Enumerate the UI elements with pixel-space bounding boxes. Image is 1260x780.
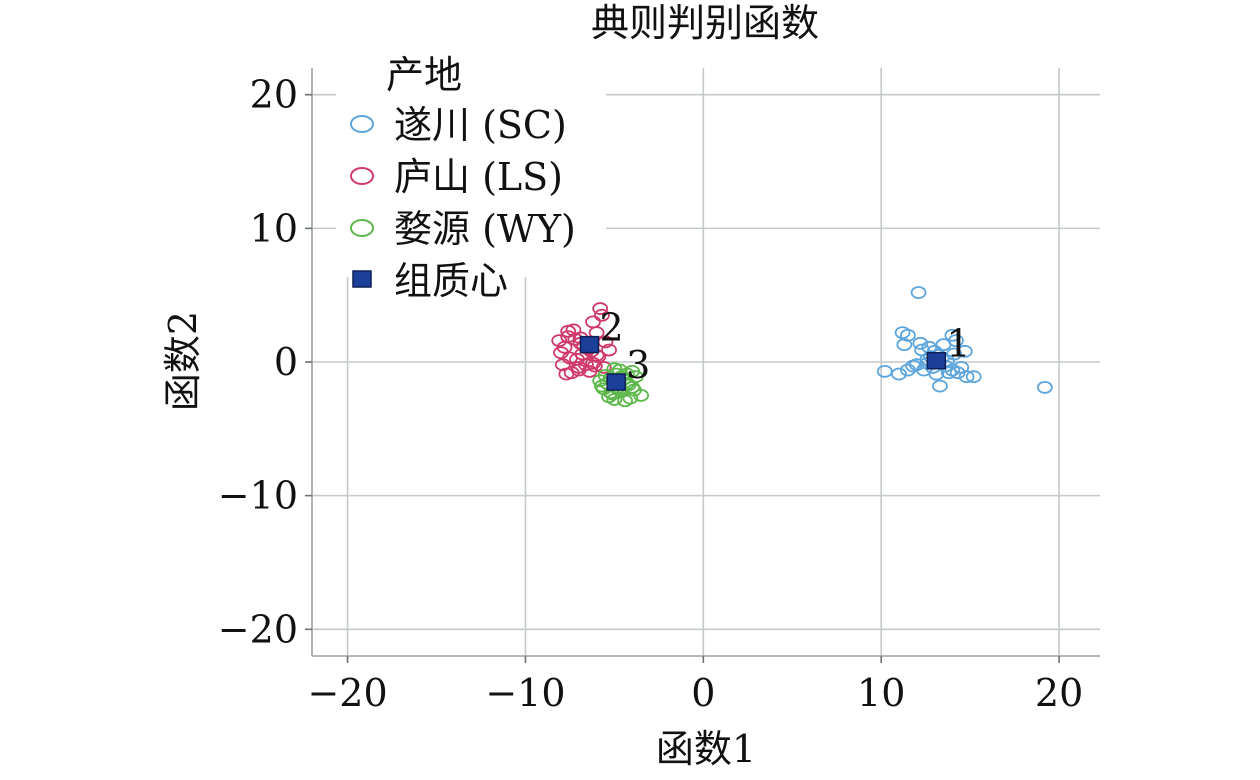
legend-entry: 组质心: [394, 259, 508, 303]
data-point: [876, 364, 893, 378]
data-point: [617, 394, 633, 408]
x-tick-label: −10: [485, 671, 565, 715]
data-point: [896, 338, 913, 352]
data-point: [914, 343, 931, 357]
data-point: [912, 336, 929, 350]
legend-background: [336, 52, 606, 277]
legend-entry: 遂川 (SC): [394, 103, 567, 147]
legend-marker: [350, 219, 374, 237]
data-point: [965, 370, 982, 384]
data-point: [594, 308, 610, 322]
legend: 产地 遂川 (SC) 庐山 (LS) 婺源 (WY) 组质心: [336, 52, 606, 303]
data-point: [585, 356, 601, 370]
x-tick-labels: −20 −10 0 10 20: [307, 671, 1083, 715]
y-tick-label: −10: [218, 474, 298, 518]
x-tick-label: 0: [691, 671, 715, 715]
centroid-markers: 1 23: [579, 306, 971, 391]
legend-entry: 庐山 (LS): [394, 155, 563, 199]
centroid-marker: [606, 373, 626, 391]
x-tick-label: 10: [857, 671, 905, 715]
data-point: [956, 344, 973, 358]
data-point: [940, 366, 957, 380]
y-tick-label: 10: [250, 206, 298, 250]
legend-marker: [352, 270, 372, 288]
chart-title: 典则判别函数: [591, 1, 819, 45]
centroid-marker: [926, 351, 947, 370]
y-tick-label: 20: [250, 73, 298, 117]
y-tick-label: −20: [218, 607, 298, 651]
legend-entry: 婺源 (WY): [394, 207, 576, 251]
y-tick-labels: −20 −10 0 10 20: [218, 73, 298, 652]
x-tick-label: −20: [307, 671, 387, 715]
data-point: [558, 367, 575, 381]
axes: [305, 68, 1100, 663]
data-point: [958, 370, 975, 384]
legend-marker: [350, 167, 374, 185]
data-point: [601, 343, 617, 357]
data-point: [570, 360, 587, 374]
centroid-label: 3: [626, 343, 650, 387]
y-axis-label: 函数2: [161, 311, 205, 411]
legend-items: 遂川 (SC) 庐山 (LS) 婺源 (WY) 组质心: [350, 103, 576, 303]
x-tick-label: 20: [1035, 671, 1083, 715]
data-point: [905, 359, 922, 373]
series-group: [551, 302, 617, 381]
data-point: [1036, 380, 1053, 394]
legend-title: 产地: [386, 53, 462, 97]
data-point: [948, 334, 964, 348]
data-point: [565, 323, 582, 337]
data-point: [606, 393, 623, 406]
data-point: [944, 363, 961, 377]
data-point: [891, 367, 907, 381]
legend-marker: [350, 115, 374, 133]
data-point: [560, 330, 577, 344]
data-point: [551, 334, 568, 348]
centroid-label: 1: [946, 322, 970, 366]
x-axis-label: 函数1: [656, 727, 756, 771]
data-point: [592, 302, 609, 315]
data-point: [910, 286, 927, 299]
centroid-label: 2: [599, 306, 623, 350]
y-tick-label: 0: [274, 340, 298, 384]
centroid-marker: [579, 335, 600, 354]
data-point: [932, 379, 948, 393]
